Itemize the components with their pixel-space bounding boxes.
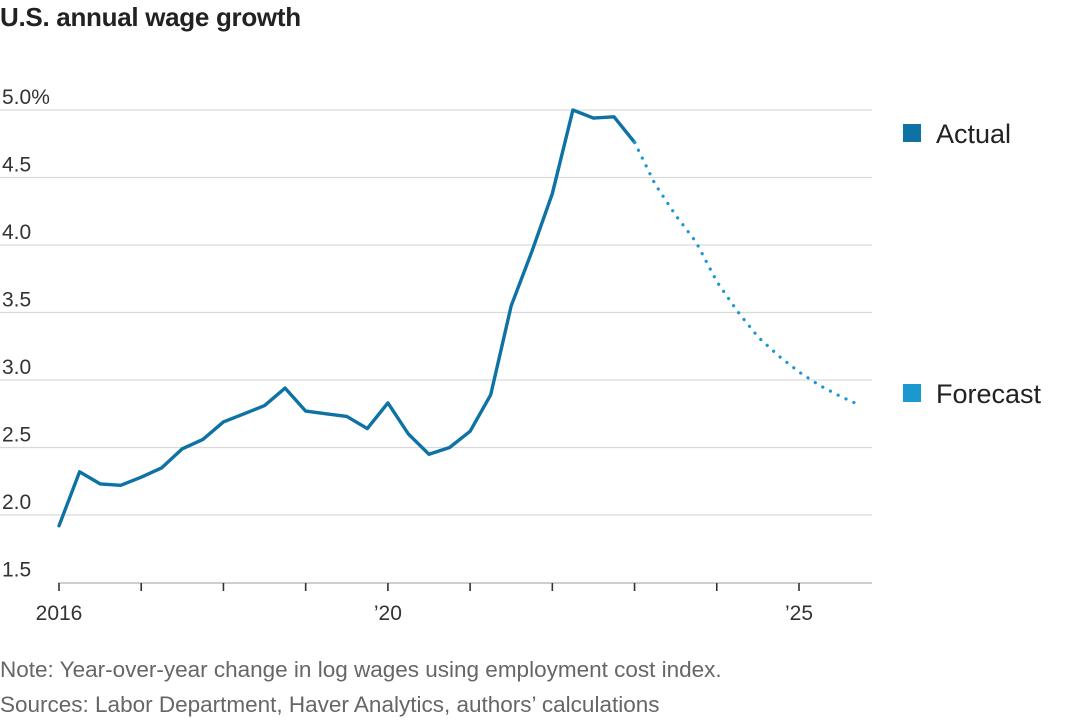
legend-swatch-forecast bbox=[903, 384, 921, 402]
note-text: Note: Year-over-year change in log wages… bbox=[0, 657, 722, 682]
legend-label-actual: Actual bbox=[936, 119, 1011, 149]
x-tick-label: ’20 bbox=[374, 602, 402, 625]
sources-text: Sources: Labor Department, Haver Analyti… bbox=[0, 692, 660, 717]
x-tick-label: ’25 bbox=[785, 602, 813, 625]
footnotes: Note: Year-over-year change in log wages… bbox=[0, 652, 722, 722]
x-axis: 2016 ’20 ’25 bbox=[36, 582, 872, 625]
y-tick-label: 4.0 bbox=[2, 221, 31, 244]
y-tick-label: 3.0 bbox=[2, 356, 31, 379]
y-tick-label: 4.5 bbox=[2, 154, 31, 177]
x-tick-label: 2016 bbox=[36, 602, 83, 625]
y-tick-label: 5.0% bbox=[2, 86, 50, 109]
series-line-actual bbox=[57, 108, 637, 528]
y-tick-label: 2.0 bbox=[2, 491, 31, 514]
line-chart: 5.0% 4.5 4.0 3.5 3.0 2.5 2.0 1.5 2016 ’20 ’25 Act… bbox=[0, 86, 1042, 625]
y-tick-label: 2.5 bbox=[2, 424, 31, 447]
legend-label-forecast: Forecast bbox=[936, 379, 1042, 409]
chart-title: U.S. annual wage growth bbox=[0, 2, 301, 32]
gridlines bbox=[0, 109, 872, 516]
y-tick-label: 3.5 bbox=[2, 289, 31, 312]
series bbox=[57, 108, 863, 528]
legend: Actual Forecast bbox=[903, 119, 1042, 409]
y-tick-label: 1.5 bbox=[2, 559, 31, 582]
y-axis-labels: 5.0% 4.5 4.0 3.5 3.0 2.5 2.0 1.5 bbox=[2, 86, 50, 582]
legend-swatch-actual bbox=[903, 124, 921, 142]
series-line-forecast bbox=[633, 140, 863, 408]
